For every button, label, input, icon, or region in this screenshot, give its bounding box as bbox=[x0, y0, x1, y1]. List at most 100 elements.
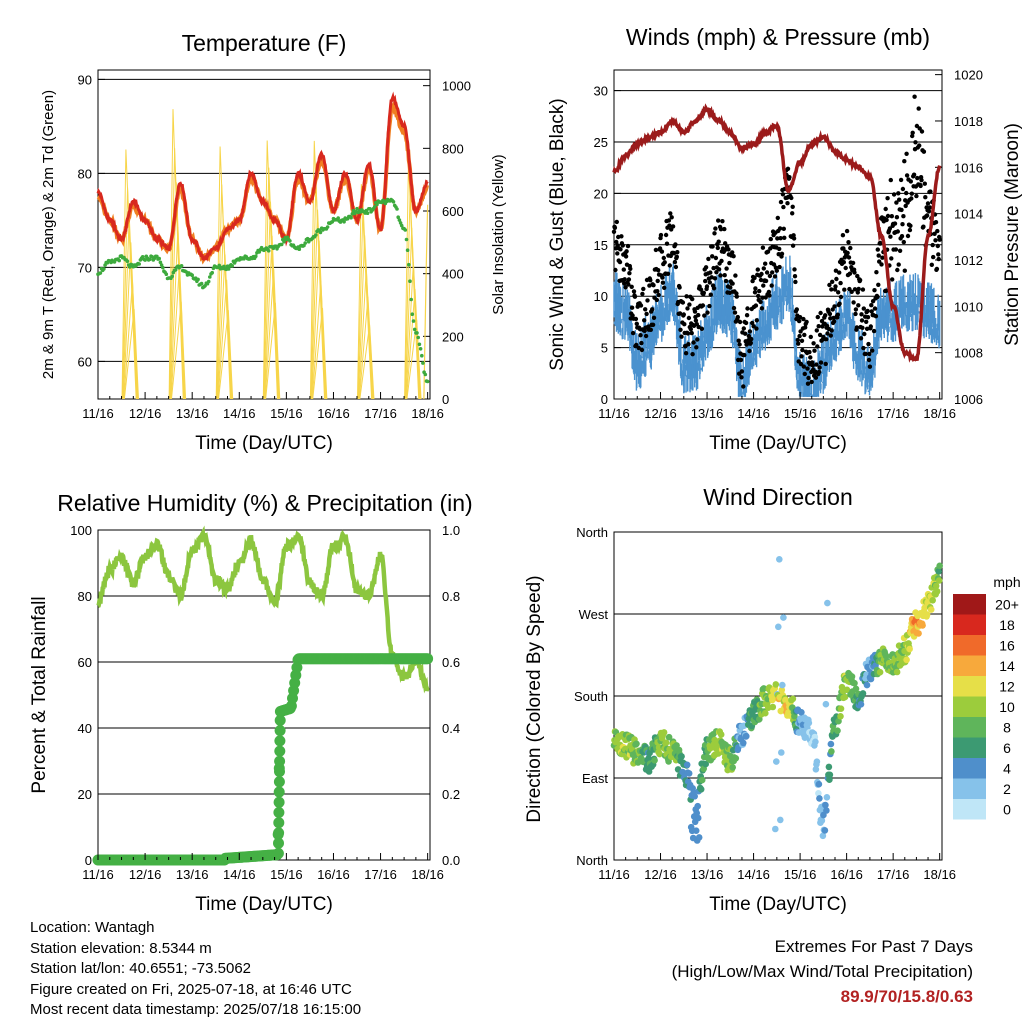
precip-point bbox=[273, 827, 285, 839]
td-point bbox=[137, 262, 141, 266]
gust-point bbox=[611, 229, 617, 234]
precip-point bbox=[274, 766, 285, 778]
gust-point bbox=[710, 244, 715, 249]
gust-point bbox=[719, 258, 724, 264]
gust-point bbox=[747, 329, 753, 334]
gust-point bbox=[657, 246, 663, 251]
gust-point bbox=[673, 264, 679, 270]
colorbar-label: 8 bbox=[1003, 719, 1011, 735]
td-point bbox=[415, 331, 419, 335]
gust-point bbox=[664, 241, 670, 246]
gust-point bbox=[703, 278, 708, 284]
gust-point bbox=[716, 267, 722, 272]
temperature-ylabel-right: Solar Insolation (Yellow) bbox=[490, 154, 507, 314]
direction-point bbox=[777, 816, 784, 824]
gust-point bbox=[632, 294, 638, 299]
gust-point bbox=[831, 319, 837, 324]
gust-point bbox=[800, 347, 805, 353]
gust-point bbox=[849, 289, 854, 294]
gust-point bbox=[898, 177, 904, 183]
td-point bbox=[410, 312, 415, 317]
gust-point bbox=[793, 279, 798, 285]
gust-point bbox=[918, 183, 923, 189]
x-tick-label: 17/16 bbox=[364, 406, 397, 421]
gust-point bbox=[802, 371, 807, 377]
gust-point bbox=[761, 283, 766, 288]
direction-point bbox=[821, 827, 829, 834]
gust-point bbox=[893, 247, 899, 252]
y-tick-label: 25 bbox=[594, 135, 608, 150]
gust-point bbox=[643, 333, 649, 339]
wind-panel-frame bbox=[613, 69, 943, 400]
gust-point bbox=[765, 249, 771, 254]
gust-point bbox=[690, 296, 695, 302]
precip-point bbox=[272, 847, 284, 859]
gust-point bbox=[656, 268, 661, 273]
gust-point bbox=[930, 242, 935, 248]
x-tick-label: 13/16 bbox=[176, 406, 209, 421]
gust-point bbox=[756, 293, 761, 299]
gust-point bbox=[890, 277, 895, 282]
gust-point bbox=[916, 106, 921, 111]
gust-point bbox=[749, 336, 754, 342]
gust-point bbox=[790, 211, 795, 216]
td-point bbox=[411, 319, 416, 323]
gust-point bbox=[767, 293, 772, 298]
gust-point bbox=[931, 254, 936, 260]
gust-point bbox=[700, 303, 706, 308]
gust-point bbox=[681, 312, 686, 317]
gust-point bbox=[796, 341, 801, 346]
extremes-title: Extremes For Past 7 Days bbox=[774, 937, 973, 956]
extremes-subtitle: (High/Low/Max Wind/Total Precipitation) bbox=[671, 962, 973, 981]
gust-point bbox=[832, 304, 837, 309]
gust-point bbox=[797, 318, 802, 324]
gust-point bbox=[816, 324, 821, 329]
direction-point bbox=[863, 681, 871, 689]
gust-point bbox=[670, 224, 676, 229]
direction-point bbox=[695, 834, 703, 841]
gust-point bbox=[701, 290, 706, 295]
x-tick-label: 12/16 bbox=[644, 867, 677, 882]
direction-point bbox=[841, 693, 849, 701]
gust-point bbox=[689, 330, 694, 336]
direction-point bbox=[818, 817, 826, 824]
gust-point bbox=[853, 307, 859, 312]
gust-point bbox=[875, 247, 880, 252]
gust-point bbox=[734, 294, 739, 299]
solar-spike bbox=[170, 301, 187, 400]
gust-point bbox=[812, 348, 817, 353]
gust-point bbox=[645, 298, 650, 303]
gust-point bbox=[864, 319, 869, 324]
gust-point bbox=[777, 226, 783, 231]
precip-point bbox=[274, 755, 286, 767]
gust-point bbox=[617, 259, 623, 265]
gust-point bbox=[777, 264, 782, 270]
gust-point bbox=[878, 241, 883, 246]
precip-point bbox=[273, 796, 285, 808]
gust-point bbox=[614, 219, 619, 225]
gust-point bbox=[709, 275, 714, 280]
gust-point bbox=[823, 313, 828, 318]
gust-point bbox=[921, 149, 927, 154]
y-right-tick-label: 1012 bbox=[954, 253, 983, 268]
gust-point bbox=[718, 273, 723, 278]
gust-point bbox=[626, 277, 632, 282]
direction-panel: North East South West North Wind Direction 11/… bbox=[524, 484, 1021, 915]
td-point bbox=[408, 279, 412, 284]
gust-point bbox=[733, 273, 738, 278]
td-point bbox=[365, 211, 370, 215]
direction-point bbox=[828, 748, 835, 755]
x-axis-label: Time (Day/UTC) bbox=[709, 433, 847, 454]
direction-point bbox=[882, 652, 890, 660]
gust-point bbox=[856, 303, 861, 308]
td-point bbox=[405, 248, 410, 252]
gust-point bbox=[831, 315, 836, 321]
gust-point bbox=[869, 309, 874, 314]
gust-point bbox=[908, 179, 913, 184]
direction-point bbox=[932, 582, 940, 590]
gust-point bbox=[665, 271, 671, 276]
gust-point bbox=[705, 310, 710, 315]
gust-point bbox=[722, 226, 727, 232]
colorbar-swatch bbox=[953, 717, 986, 738]
gust-point bbox=[808, 355, 813, 360]
